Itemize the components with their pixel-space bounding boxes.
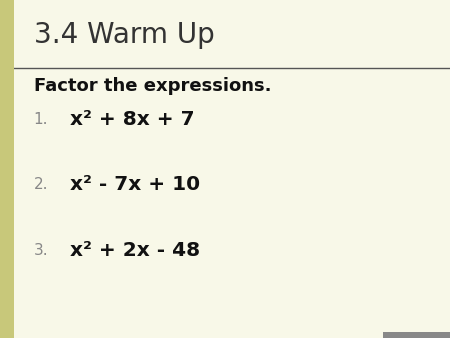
Bar [0, 0, 14, 338]
Text: Factor the expressions.: Factor the expressions. [34, 77, 271, 95]
Text: x² - 7x + 10: x² - 7x + 10 [70, 175, 200, 194]
Text: x² + 8x + 7: x² + 8x + 7 [70, 111, 194, 129]
Text: 3.: 3. [34, 243, 49, 258]
Text: x² + 2x - 48: x² + 2x - 48 [70, 241, 200, 260]
Text: 3.4 Warm Up: 3.4 Warm Up [34, 22, 215, 49]
Text: 2.: 2. [34, 177, 48, 192]
Bar [382, 332, 450, 338]
Text: 1.: 1. [34, 113, 48, 127]
